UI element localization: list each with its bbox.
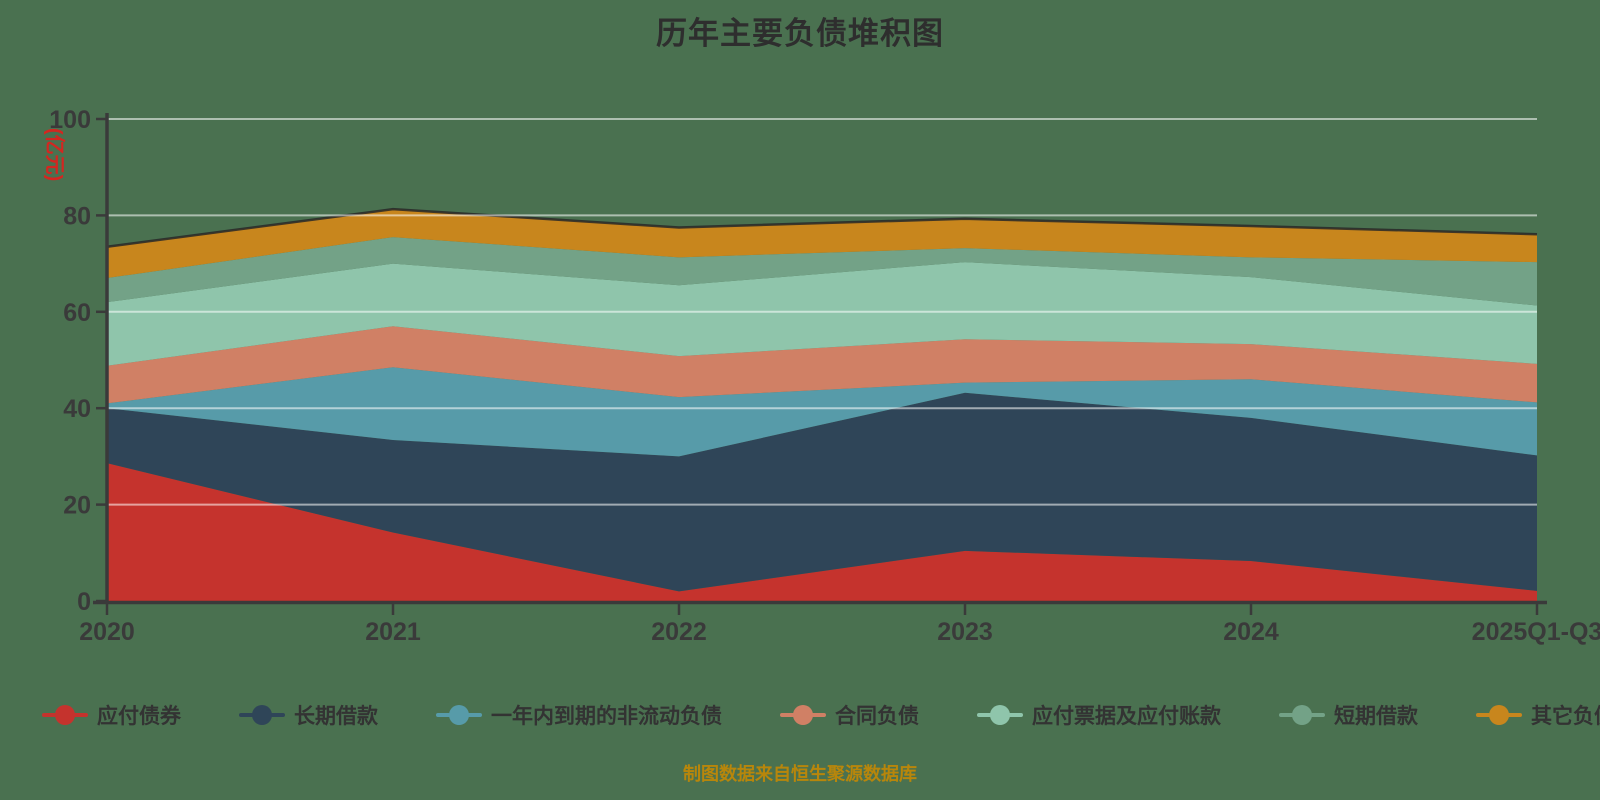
x-tick-label-2: 2022 <box>651 618 707 646</box>
legend-marker-icon <box>42 705 88 725</box>
legend-item-3[interactable]: 合同负债 <box>780 700 919 730</box>
area-band-2 <box>107 367 1537 457</box>
y-axis-unit-label: (亿元) <box>43 128 67 181</box>
area-band-0 <box>107 463 1537 601</box>
legend-label: 其它负债 <box>1531 705 1600 728</box>
legend-marker-icon <box>1476 705 1522 725</box>
legend-label: 长期借款 <box>294 705 378 728</box>
legend: 应付债券 长期借款 一年内到期的非流动负债 合同负债 应付票据及应付账款 短期借款 其它负债 <box>42 700 1600 730</box>
x-tick-label-3: 2023 <box>937 618 993 646</box>
y-tick-label-60: 60 <box>63 299 91 327</box>
legend-marker-icon <box>780 705 826 725</box>
area-band-4 <box>107 262 1537 366</box>
y-tick-label-20: 20 <box>63 492 91 520</box>
data-source-note: 制图数据来自恒生聚源数据库 <box>683 764 917 784</box>
legend-item-1[interactable]: 长期借款 <box>239 700 378 730</box>
x-tick-label-5: 2025Q1-Q3 <box>1472 618 1600 646</box>
legend-marker-icon <box>977 705 1023 725</box>
legend-marker-icon <box>436 705 482 725</box>
area-band-1 <box>107 392 1537 592</box>
y-tick-label-80: 80 <box>63 202 91 230</box>
legend-item-2[interactable]: 一年内到期的非流动负债 <box>436 700 722 730</box>
legend-label: 应付债券 <box>97 705 181 728</box>
y-tick-label-100: 100 <box>49 106 91 134</box>
x-tick-label-1: 2021 <box>365 618 421 646</box>
chart-title: 历年主要负债堆积图 <box>656 16 944 51</box>
legend-marker-icon <box>1279 705 1325 725</box>
x-tick-label-4: 2024 <box>1223 618 1279 646</box>
legend-label: 短期借款 <box>1334 705 1418 728</box>
legend-label: 合同负债 <box>835 705 919 728</box>
legend-item-5[interactable]: 短期借款 <box>1279 700 1418 730</box>
legend-item-6[interactable]: 其它负债 <box>1476 700 1600 730</box>
legend-label: 应付票据及应付账款 <box>1032 705 1221 728</box>
legend-item-0[interactable]: 应付债券 <box>42 700 181 730</box>
legend-item-4[interactable]: 应付票据及应付账款 <box>977 700 1221 730</box>
area-band-6 <box>107 209 1537 279</box>
legend-marker-icon <box>239 705 285 725</box>
x-tick-label-0: 2020 <box>79 618 135 646</box>
y-tick-label-40: 40 <box>63 395 91 423</box>
y-tick-label-0: 0 <box>77 588 91 616</box>
legend-label: 一年内到期的非流动负债 <box>491 705 722 728</box>
area-band-5 <box>107 237 1537 306</box>
area-band-3 <box>107 326 1537 404</box>
